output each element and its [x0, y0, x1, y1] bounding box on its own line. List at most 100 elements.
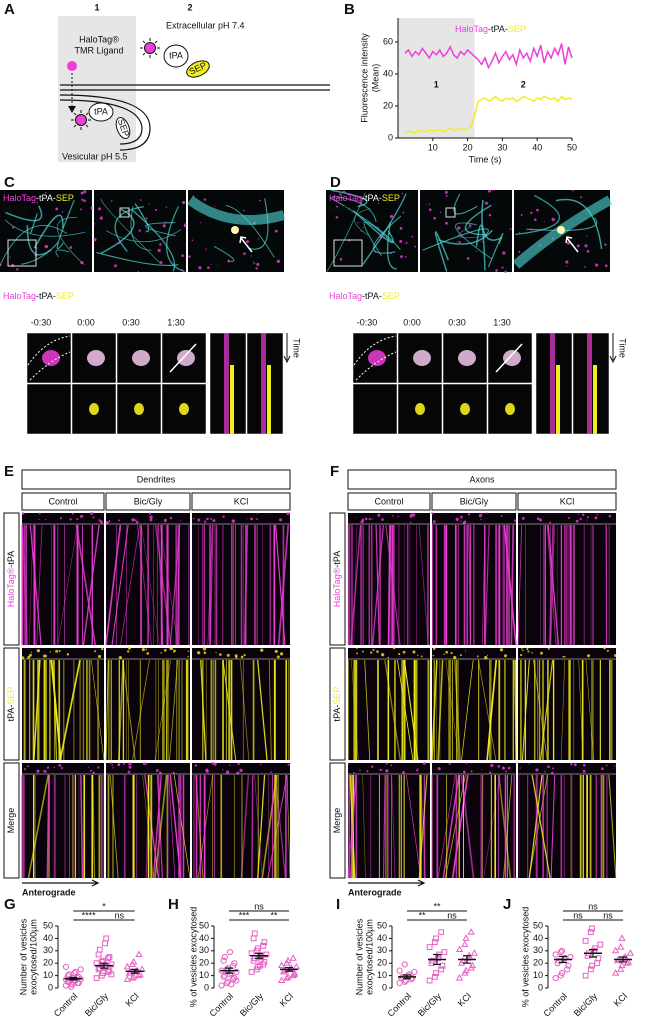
speck — [489, 771, 492, 774]
kymograph — [432, 648, 516, 760]
speck — [356, 647, 358, 650]
speck — [571, 189, 574, 192]
speck — [547, 647, 550, 650]
speck — [552, 767, 554, 770]
kymo-track — [528, 774, 548, 879]
speck — [135, 520, 139, 524]
neurite — [4, 219, 86, 237]
data-point — [435, 955, 441, 962]
data-point — [130, 972, 138, 980]
speck — [181, 254, 184, 257]
kymo-track — [152, 774, 162, 879]
data-point — [108, 961, 115, 968]
speck — [409, 521, 412, 523]
speck — [45, 192, 47, 194]
speck — [522, 649, 524, 652]
speck — [200, 222, 202, 224]
speck — [260, 648, 264, 652]
speck — [518, 250, 521, 253]
data-point — [438, 929, 445, 936]
speck — [530, 228, 533, 231]
speck — [402, 771, 405, 774]
speck — [205, 768, 209, 772]
kymo-track — [57, 524, 78, 646]
speck — [69, 212, 71, 214]
data-point — [108, 971, 115, 978]
speck — [404, 255, 407, 258]
condition-box — [191, 492, 291, 511]
direction-arrow — [348, 879, 426, 887]
speck — [586, 519, 588, 521]
speck — [219, 653, 222, 656]
speck — [520, 213, 523, 216]
speck — [596, 514, 598, 516]
speck — [49, 651, 51, 653]
speck — [274, 229, 278, 233]
kymo-track — [461, 659, 474, 761]
kymo-track — [122, 659, 136, 761]
data-point — [439, 962, 446, 969]
significance-label: *** — [239, 910, 250, 920]
speck — [586, 516, 589, 519]
row-label-box — [3, 512, 20, 646]
speck — [145, 648, 148, 651]
speck — [181, 269, 183, 271]
x-tick-label: 10 — [428, 142, 438, 152]
speck — [22, 195, 24, 197]
time-label: 0:30 — [122, 317, 140, 327]
data-point — [398, 974, 405, 982]
row-label-part: Merge — [6, 808, 16, 834]
speck — [127, 650, 130, 653]
speck — [98, 207, 102, 211]
significance-label: * — [102, 901, 106, 911]
channel-label-part: SEP — [56, 291, 74, 301]
error-bar — [403, 974, 411, 980]
speck — [400, 255, 403, 259]
chart-legend-part: -tPA- — [488, 24, 508, 34]
time-label: 1:30 — [167, 317, 185, 327]
data-point — [290, 969, 299, 976]
speck — [250, 255, 252, 257]
speck — [80, 208, 83, 211]
data-point — [558, 970, 566, 977]
panel-letter: J — [503, 896, 511, 913]
speck — [210, 263, 212, 265]
speck — [364, 517, 368, 521]
kymo-track — [209, 524, 214, 646]
speck — [481, 241, 483, 243]
y-tick-label: 50 — [533, 920, 543, 930]
data-point — [231, 960, 238, 967]
spot — [89, 403, 99, 415]
speck — [93, 237, 97, 242]
row-label-part: Merge — [332, 808, 342, 834]
data-point — [220, 957, 227, 964]
kymo-track — [80, 774, 84, 879]
data-point — [260, 942, 267, 949]
row-label-part: -tPA — [6, 551, 16, 568]
speck — [486, 654, 488, 656]
speck — [501, 266, 504, 269]
data-point — [455, 945, 464, 953]
speck — [131, 518, 135, 522]
speck — [114, 264, 117, 268]
speck — [399, 239, 403, 243]
speck — [58, 764, 62, 767]
direction-label: Anterograde — [22, 887, 76, 897]
step-label: 1 — [94, 2, 99, 12]
speck — [470, 770, 473, 773]
speck — [9, 256, 11, 258]
speck — [465, 762, 468, 765]
data-point — [589, 925, 595, 932]
significance-label: ns — [254, 901, 264, 911]
speck — [83, 190, 87, 194]
speck — [603, 646, 606, 650]
data-point — [626, 949, 635, 956]
kymo-track — [608, 774, 617, 879]
channel-label-part: HaloTag — [3, 291, 36, 301]
data-point — [582, 937, 589, 944]
speck — [243, 252, 246, 256]
neurite — [213, 245, 235, 263]
kymo-track — [371, 524, 385, 646]
speck — [137, 270, 139, 273]
speck — [385, 762, 388, 765]
